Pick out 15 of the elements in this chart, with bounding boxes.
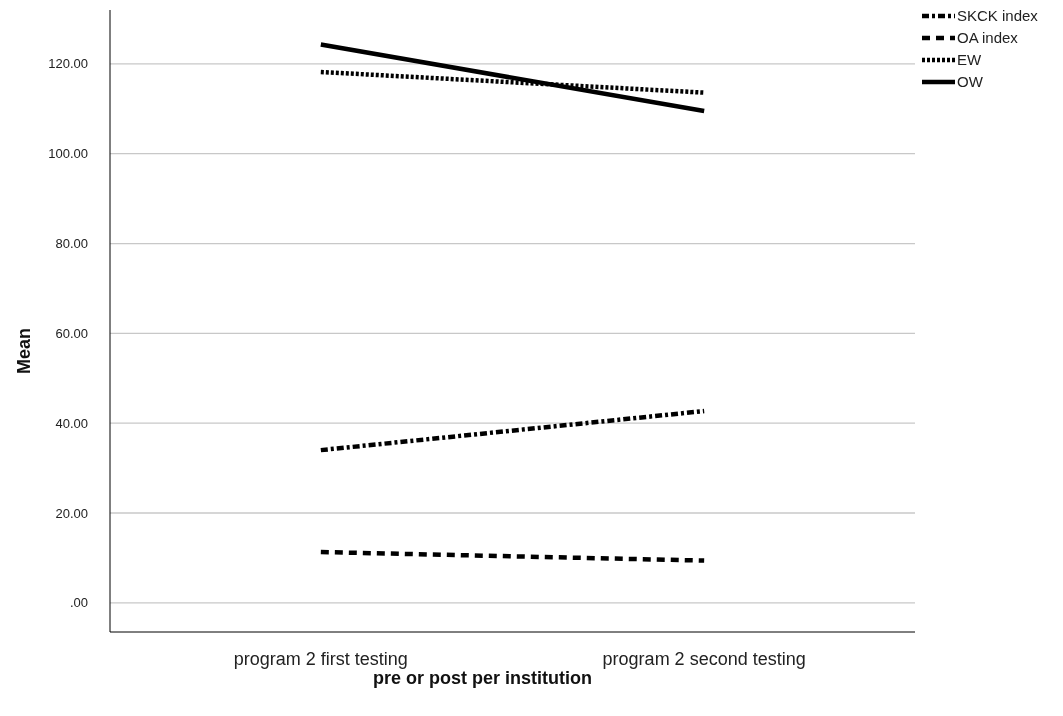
y-tick-label: .00 [69, 595, 88, 611]
y-tick-label: 60.00 [55, 325, 88, 341]
x-tick-label: program 2 first testing [233, 649, 408, 669]
legend-label: SKCK index [957, 7, 1039, 25]
legend-label: OW [957, 73, 984, 91]
y-tick-label: 40.00 [55, 415, 88, 431]
y-tick-label: 20.00 [55, 505, 88, 521]
y-tick-label: 100.00 [48, 146, 88, 162]
y-axis-title: Mean [14, 327, 34, 375]
legend-label: OA index [957, 29, 1019, 47]
x-axis-title: pre or post per institution [373, 668, 592, 688]
legend-label: EW [957, 51, 982, 69]
y-tick-label: 80.00 [55, 236, 88, 252]
y-tick-label: 120.00 [48, 56, 88, 72]
x-tick-label: program 2 second testing [602, 649, 806, 669]
